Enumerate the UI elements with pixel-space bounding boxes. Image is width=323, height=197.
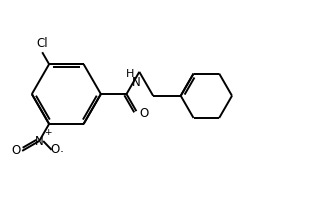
Text: O: O	[11, 144, 20, 157]
Text: N: N	[35, 135, 44, 148]
Text: H: H	[126, 69, 134, 79]
Text: ·: ·	[59, 146, 64, 159]
Text: +: +	[44, 128, 52, 137]
Text: O: O	[139, 107, 149, 120]
Text: O: O	[50, 143, 59, 156]
Text: N: N	[131, 76, 140, 89]
Text: Cl: Cl	[36, 37, 48, 50]
